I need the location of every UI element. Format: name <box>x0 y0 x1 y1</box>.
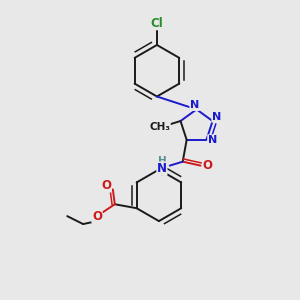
Text: N: N <box>190 100 199 110</box>
Text: O: O <box>101 179 111 192</box>
Text: H: H <box>158 156 166 166</box>
Text: N: N <box>157 162 167 175</box>
Text: CH₃: CH₃ <box>149 122 170 132</box>
Text: Cl: Cl <box>151 17 163 30</box>
Text: O: O <box>202 159 212 172</box>
Text: O: O <box>92 210 102 223</box>
Text: N: N <box>212 112 221 122</box>
Text: N: N <box>208 135 217 145</box>
